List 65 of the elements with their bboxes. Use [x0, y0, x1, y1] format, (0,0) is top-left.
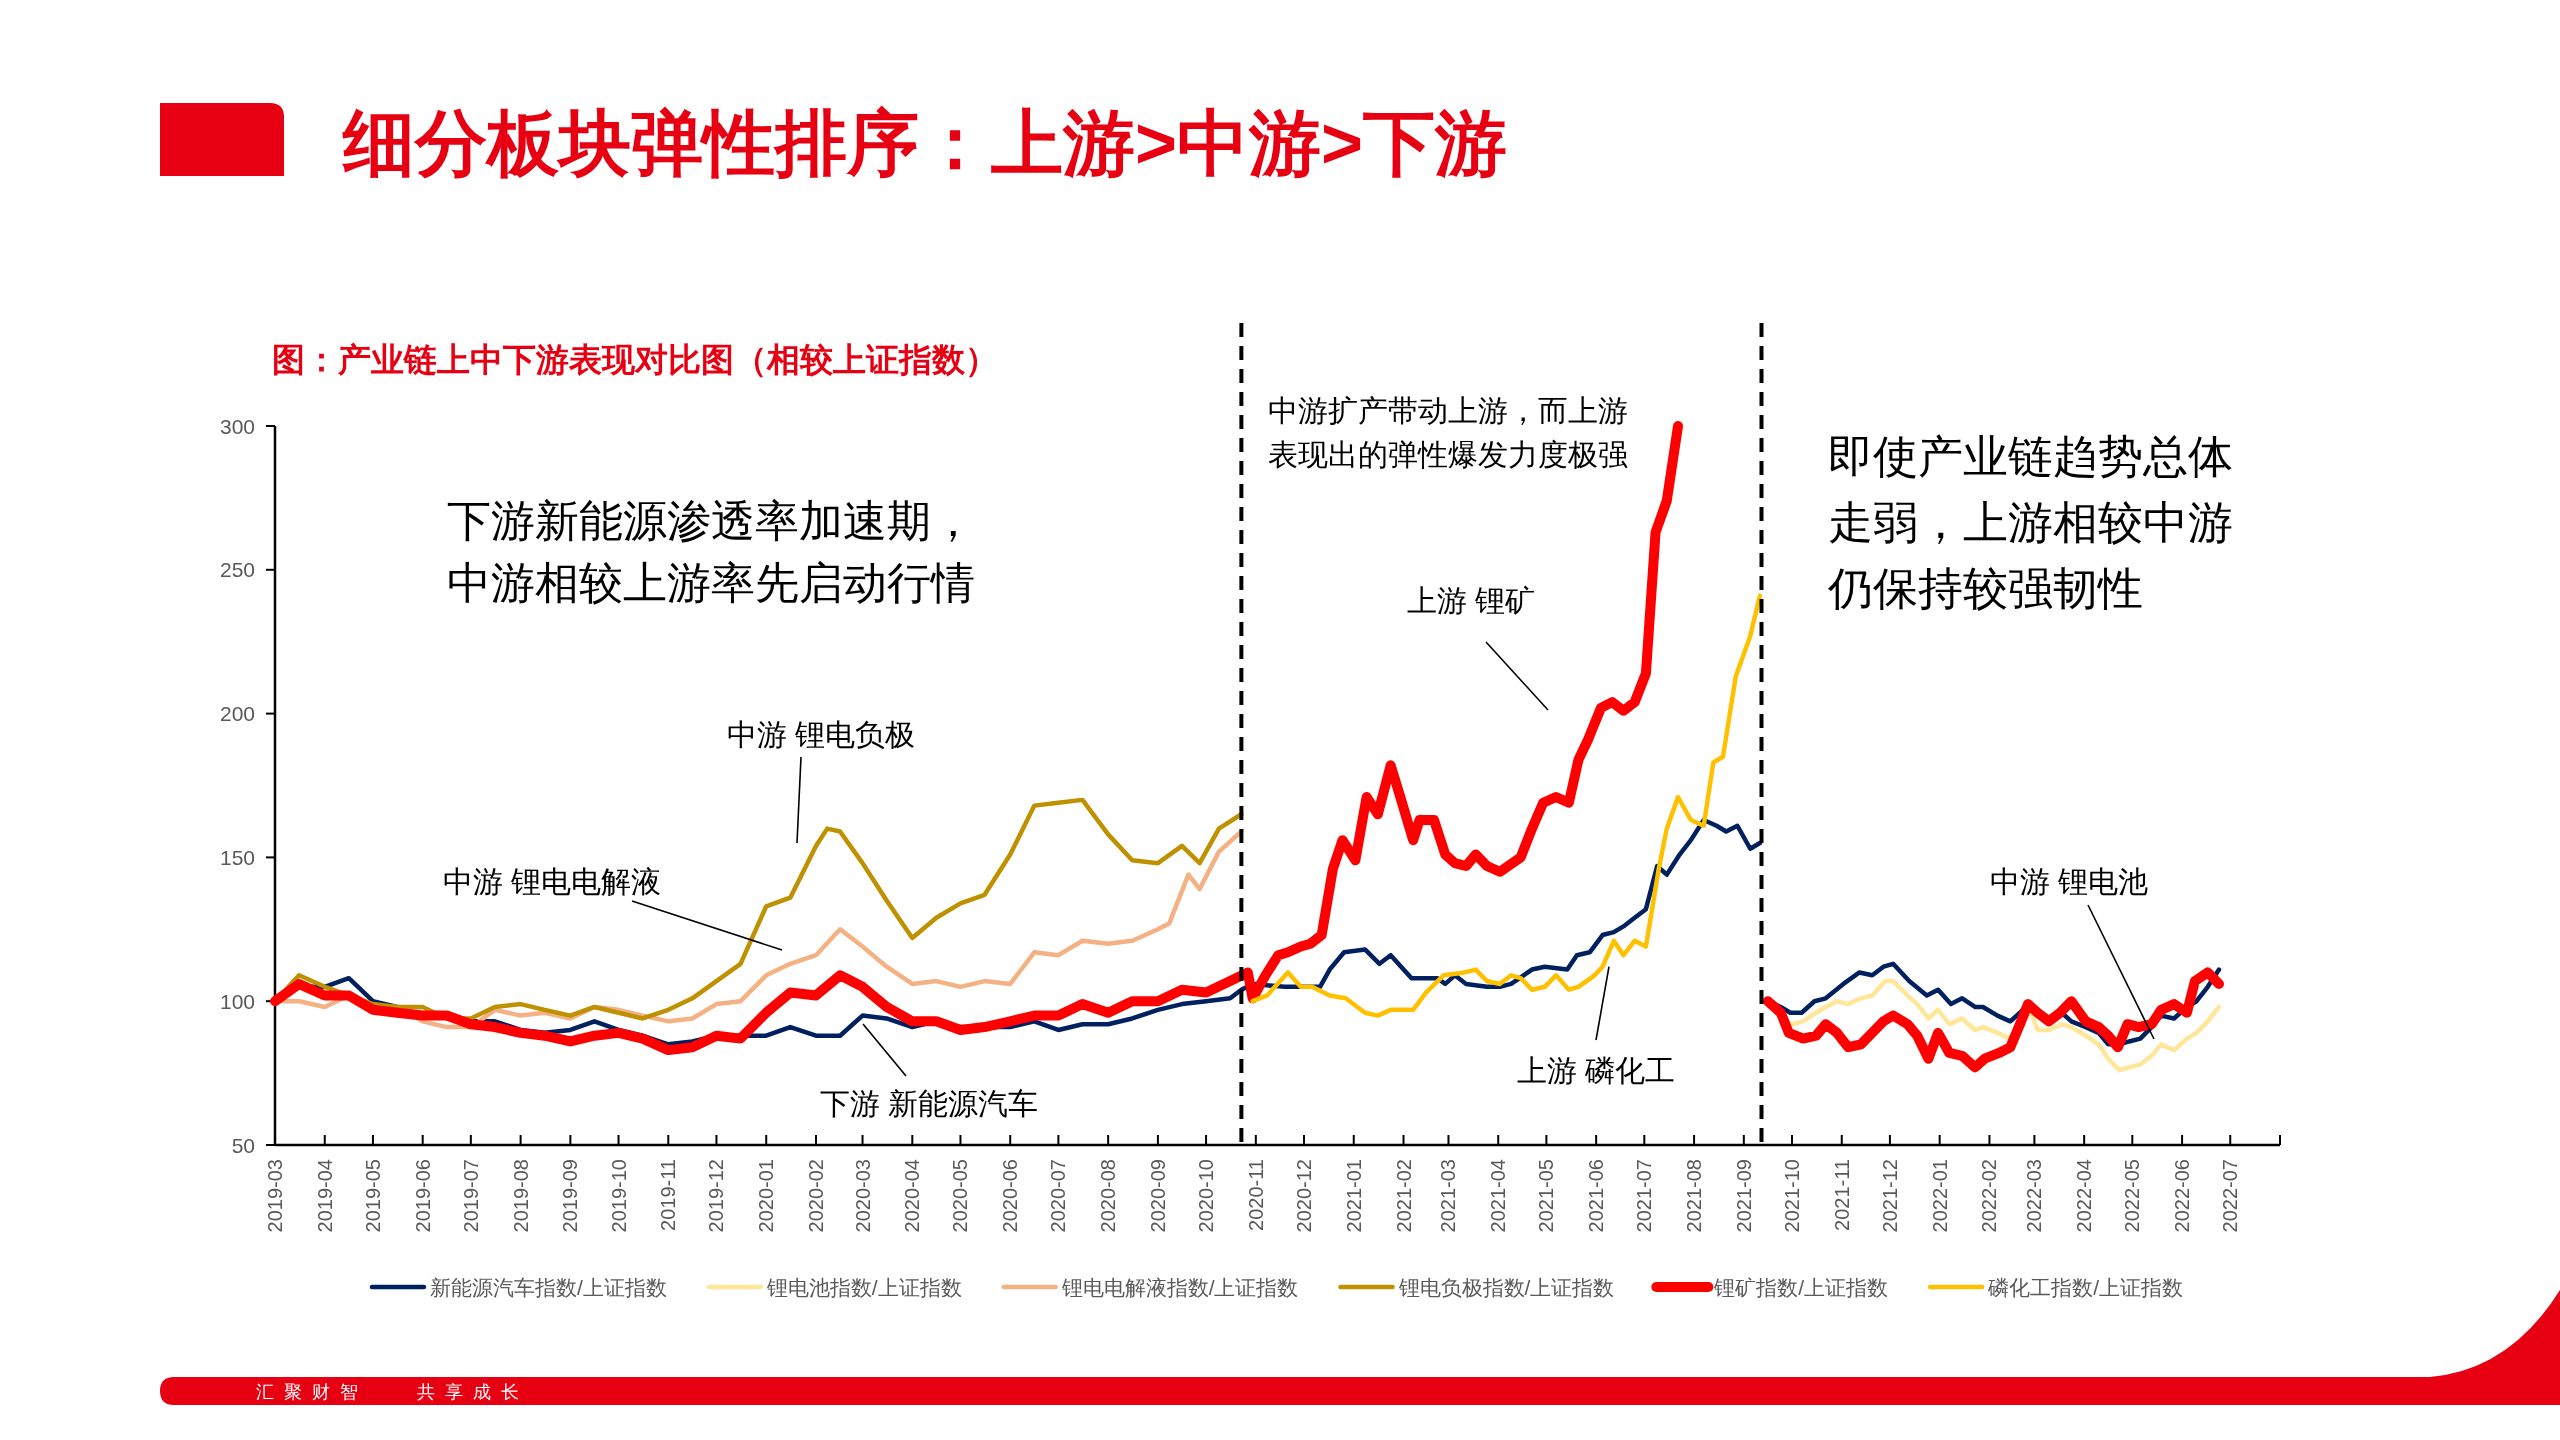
x-tick-label: 2021-10 [1780, 1159, 1803, 1233]
annotation: 中游 锂电电解液 [442, 864, 662, 900]
x-tick-label: 2020-09 [1146, 1159, 1169, 1233]
x-tick-label: 2021-11 [1830, 1159, 1853, 1231]
x-tick-label: 2021-08 [1683, 1159, 1706, 1233]
legend-label: 锂电电解液指数/上证指数 [1060, 1275, 1299, 1299]
legend-label: 锂电负极指数/上证指数 [1397, 1275, 1615, 1299]
x-tick-label: 2022-02 [1978, 1159, 2001, 1233]
y-tick-label: 300 [219, 414, 255, 438]
x-tick-label: 2020-04 [901, 1159, 924, 1233]
x-tick-label: 2019-08 [509, 1159, 532, 1233]
legend-label: 新能源汽车指数/上证指数 [429, 1275, 667, 1299]
annotation: 即使产业链趋势总体走弱，上游相较中游仍保持较强韧性 [1828, 430, 2234, 616]
x-tick-label: 2020-11 [1244, 1159, 1267, 1231]
legend-label: 锂矿指数/上证指数 [1713, 1275, 1889, 1299]
annotation: 中游 锂电负极 [726, 717, 916, 753]
x-tick-label: 2022-05 [2121, 1159, 2144, 1233]
x-tick-label: 2019-12 [705, 1159, 728, 1233]
x-tick-label: 2022-04 [2073, 1159, 2096, 1233]
x-tick-label: 2020-12 [1292, 1159, 1315, 1233]
x-tick-label: 2021-04 [1487, 1159, 1510, 1233]
x-tick-label: 2019-06 [411, 1159, 434, 1233]
annotation: 上游 锂矿 [1406, 583, 1536, 619]
x-tick-label: 2019-11 [657, 1159, 680, 1231]
x-tick-label: 2021-03 [1437, 1159, 1460, 1233]
x-tick-label: 2021-05 [1535, 1159, 1558, 1233]
x-tick-label: 2020-10 [1195, 1159, 1218, 1233]
x-tick-label: 2019-04 [313, 1159, 336, 1233]
x-tick-label: 2019-09 [559, 1159, 582, 1233]
legend-label: 锂电池指数/上证指数 [765, 1275, 962, 1299]
annotation: 下游 新能源汽车 [819, 1086, 1039, 1122]
chart-title: 细分板块弹性排序：上游>中游>下游 [342, 103, 1508, 183]
legend-label: 磷化工指数/上证指数 [1987, 1275, 2184, 1299]
chart-subtitle: 图：产业链上中下游表现对比图（相较上证指数） [272, 341, 998, 378]
text: 汇聚财智 共享成长 [256, 1381, 530, 1404]
x-tick-label: 2021-09 [1732, 1159, 1755, 1233]
x-tick-label: 2022-07 [2219, 1159, 2242, 1233]
y-tick-label: 50 [231, 1133, 255, 1157]
x-tick-label: 2022-06 [2171, 1159, 2194, 1233]
annotation: 下游新能源渗透率加速期，中游相较上游率先启动行情 [447, 495, 976, 609]
x-tick-label: 2019-05 [361, 1159, 384, 1233]
x-tick-label: 2021-06 [1585, 1159, 1608, 1233]
y-tick-label: 150 [219, 845, 255, 869]
x-tick-label: 2020-08 [1097, 1159, 1120, 1233]
x-tick-label: 2022-03 [2023, 1159, 2046, 1233]
y-tick-label: 200 [219, 702, 255, 726]
y-tick-label: 250 [219, 558, 255, 582]
x-tick-label: 2021-07 [1633, 1159, 1656, 1233]
x-tick-label: 2020-03 [851, 1159, 874, 1233]
annotation: 中游 锂电池 [1989, 864, 2149, 900]
x-tick-label: 2021-02 [1392, 1159, 1415, 1233]
x-tick-label: 2021-01 [1342, 1159, 1365, 1233]
x-tick-label: 2020-02 [804, 1159, 827, 1233]
annotation: 上游 磷化工 [1516, 1053, 1676, 1089]
x-tick-label: 2019-03 [264, 1159, 286, 1233]
x-tick-label: 2020-06 [999, 1159, 1022, 1233]
x-tick-label: 2019-07 [459, 1159, 482, 1233]
x-tick-label: 2019-10 [607, 1159, 630, 1233]
x-tick-label: 2020-01 [755, 1159, 778, 1233]
x-tick-label: 2021-12 [1878, 1159, 1901, 1233]
x-tick-label: 2022-01 [1928, 1159, 1951, 1233]
annotation: 中游扩产带动上游，而上游表现出的弹性爆发力度极强 [1268, 393, 1629, 473]
y-tick-label: 100 [219, 989, 255, 1013]
x-tick-label: 2020-07 [1047, 1159, 1070, 1233]
x-tick-label: 2020-05 [949, 1159, 972, 1233]
